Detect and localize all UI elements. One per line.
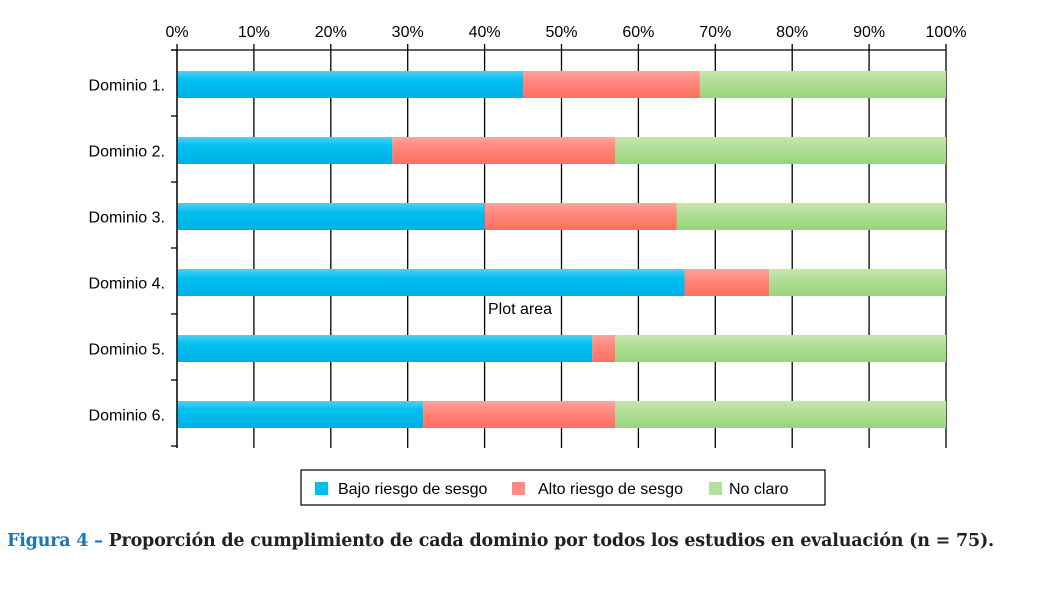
bar-segment-alto-riesgo-de-sesgo: [523, 71, 700, 98]
figure-label: Figura 4 –: [7, 531, 103, 551]
bars: [177, 71, 946, 428]
bar-segment-no-claro: [615, 401, 946, 428]
bar-segment-no-claro: [676, 203, 946, 230]
category-labels: Dominio 1. Dominio 2. Dominio 3. Dominio 4.…: [89, 78, 165, 425]
legend-label-bajo: Bajo riesgo de sesgo: [338, 481, 488, 498]
bar-segment-no-claro: [615, 335, 946, 362]
stacked-bar-chart: 0% 10% 20% 30% 40% 50% 60% 70% 80% 90% 100% Domini…: [89, 24, 966, 506]
category-label: Dominio 3.: [89, 210, 165, 227]
bar-segment-alto-riesgo-de-sesgo: [592, 335, 616, 362]
bar-segment-alto-riesgo-de-sesgo: [392, 137, 616, 164]
bar-segment-no-claro: [769, 269, 946, 296]
legend-label-alto: Alto riesgo de sesgo: [538, 481, 683, 498]
axes: [171, 49, 946, 448]
caption-text: Proporción de cumplimiento de cada domin…: [102, 531, 995, 551]
x-tick-label: 30%: [392, 24, 424, 41]
legend-swatch-alto: [512, 482, 525, 495]
x-tick-label: 90%: [853, 24, 885, 41]
figure-caption: Figura 4 – Proporción de cumplimiento de…: [7, 531, 994, 551]
bar-segment-alto-riesgo-de-sesgo: [684, 269, 770, 296]
x-tick-label: 70%: [699, 24, 731, 41]
bar-segment-bajo-riesgo-de-sesgo: [177, 137, 393, 164]
x-tick-label: 50%: [545, 24, 577, 41]
x-tick-label: 60%: [622, 24, 654, 41]
legend-swatch-bajo: [315, 482, 328, 495]
x-tick-label: 0%: [165, 24, 188, 41]
x-tick-label: 20%: [315, 24, 347, 41]
bar-segment-no-claro: [699, 71, 946, 98]
x-tick-label: 80%: [776, 24, 808, 41]
x-tick-label: 40%: [469, 24, 501, 41]
legend-label-no-claro: No claro: [729, 481, 789, 498]
x-tick-labels: 0% 10% 20% 30% 40% 50% 60% 70% 80% 90% 100%: [165, 24, 966, 41]
category-label: Dominio 5.: [89, 342, 165, 359]
category-label: Dominio 4.: [89, 276, 165, 293]
bar-segment-bajo-riesgo-de-sesgo: [177, 269, 685, 296]
plot-area-annotation: Plot area: [488, 301, 552, 318]
bar-segment-bajo-riesgo-de-sesgo: [177, 335, 593, 362]
category-label: Dominio 2.: [89, 144, 165, 161]
bar-segment-no-claro: [615, 137, 946, 164]
x-tick-label: 100%: [926, 24, 967, 41]
legend-swatch-no-claro: [709, 482, 722, 495]
category-label: Dominio 1.: [89, 78, 165, 95]
legend: Bajo riesgo de sesgo Alto riesgo de sesg…: [300, 469, 826, 506]
gridlines: [176, 44, 947, 448]
bar-segment-bajo-riesgo-de-sesgo: [177, 203, 485, 230]
category-label: Dominio 6.: [89, 408, 165, 425]
bar-segment-bajo-riesgo-de-sesgo: [177, 71, 524, 98]
bar-segment-alto-riesgo-de-sesgo: [484, 203, 677, 230]
bar-segment-alto-riesgo-de-sesgo: [423, 401, 616, 428]
x-tick-label: 10%: [238, 24, 270, 41]
bar-segment-bajo-riesgo-de-sesgo: [177, 401, 424, 428]
legend-box: [300, 469, 826, 506]
